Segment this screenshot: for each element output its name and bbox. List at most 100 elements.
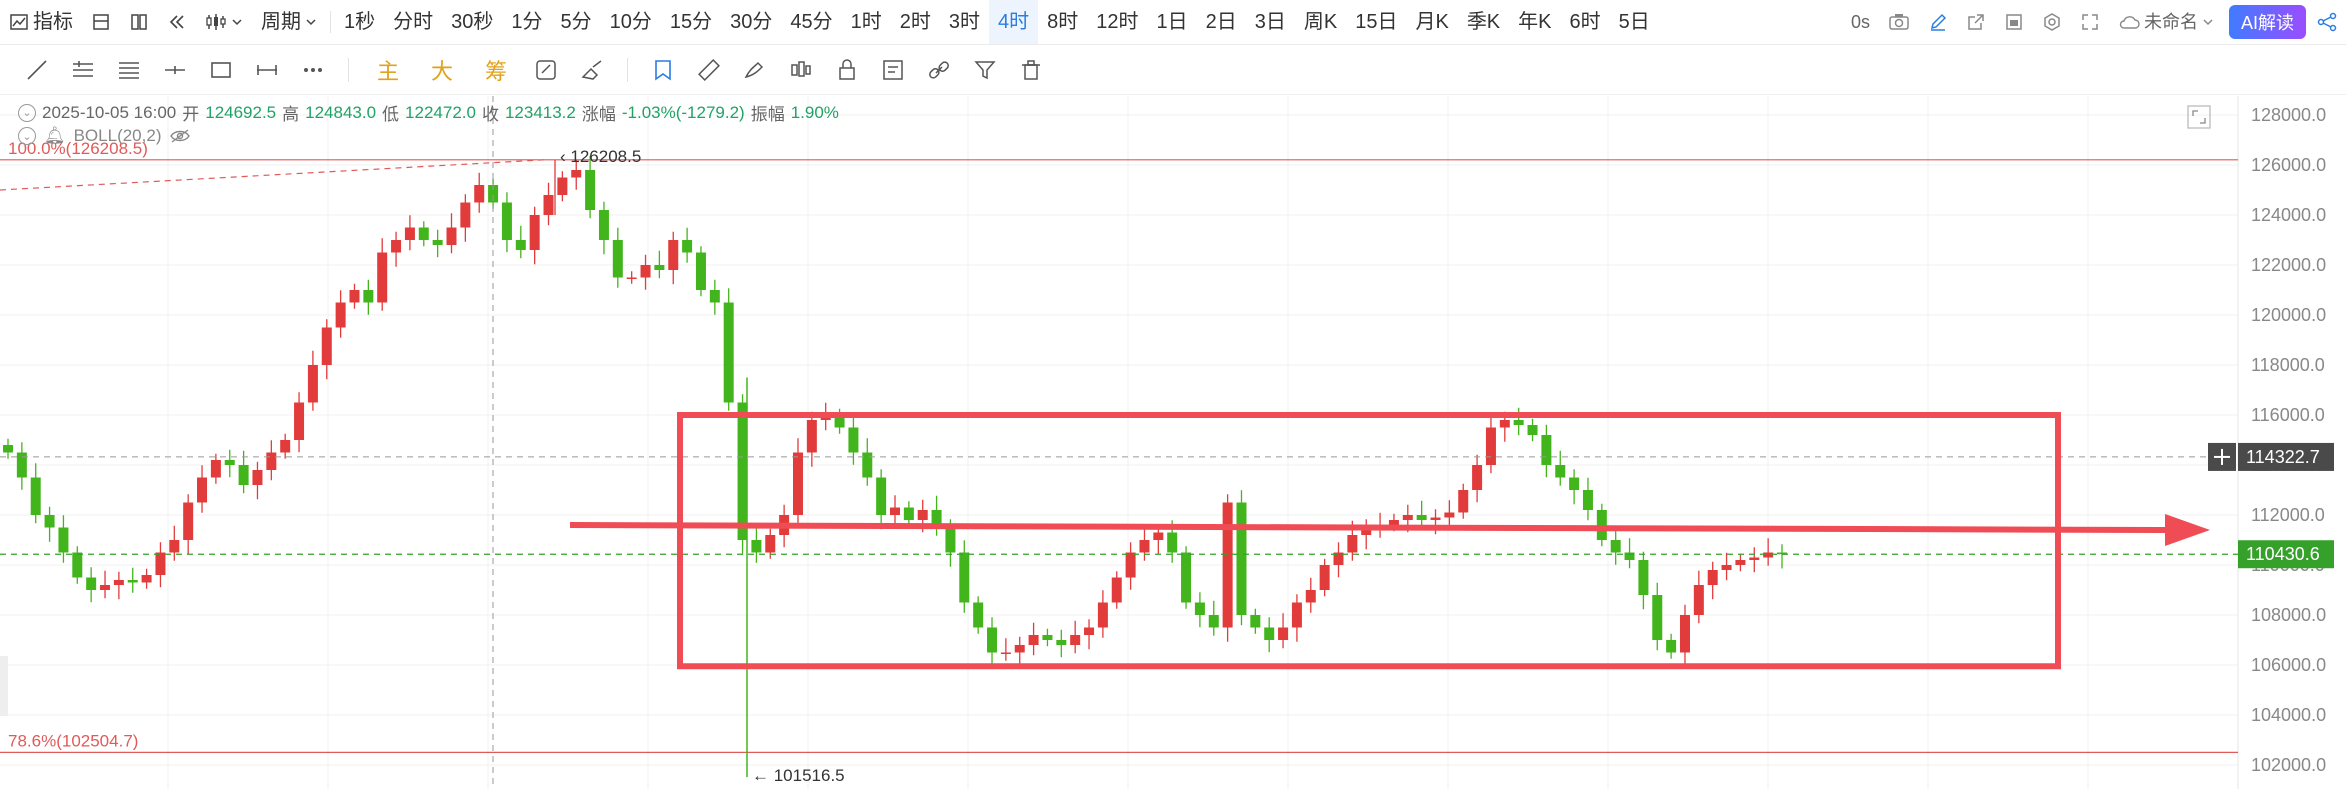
parallel-channel-icon[interactable] bbox=[60, 50, 106, 90]
chart-type-dropdown[interactable] bbox=[196, 0, 252, 44]
period-option[interactable]: 30分 bbox=[730, 11, 773, 33]
fib-lines-icon[interactable] bbox=[106, 50, 152, 90]
big-order-toggle[interactable]: 大 bbox=[430, 58, 453, 84]
candle-body bbox=[917, 510, 928, 520]
period-option[interactable]: 5日 bbox=[1618, 11, 1650, 33]
candle-body bbox=[266, 452, 277, 470]
period-option[interactable]: 1日 bbox=[1156, 11, 1188, 33]
brush-icon[interactable] bbox=[732, 50, 778, 90]
period-option[interactable]: 30秒 bbox=[451, 11, 494, 33]
period-option[interactable]: 15日 bbox=[1355, 11, 1398, 33]
arrow-head bbox=[2165, 514, 2210, 546]
settings-icon[interactable] bbox=[2033, 0, 2071, 44]
candle-body bbox=[141, 575, 152, 583]
candle-body bbox=[30, 477, 41, 515]
candle-body bbox=[931, 510, 942, 528]
candle-body bbox=[224, 460, 235, 465]
low-label: 低 bbox=[382, 105, 400, 124]
period-option[interactable]: 3时 bbox=[948, 11, 980, 33]
candle-body bbox=[1624, 552, 1635, 560]
candle-body bbox=[1444, 512, 1455, 518]
bookmark-icon[interactable] bbox=[640, 50, 686, 90]
layout-name-dropdown[interactable]: 未命名 bbox=[2109, 0, 2223, 44]
rewind-icon[interactable] bbox=[158, 0, 196, 44]
trend-line-icon[interactable] bbox=[14, 50, 60, 90]
period-option[interactable]: 年K bbox=[1518, 11, 1552, 33]
ai-interpret-button[interactable]: AI解读 bbox=[2228, 5, 2306, 39]
period-option[interactable]: 2时 bbox=[899, 11, 931, 33]
period-option[interactable]: 分时 bbox=[393, 11, 434, 33]
pen-icon[interactable] bbox=[1919, 0, 1957, 44]
period-option[interactable]: 季K bbox=[1466, 11, 1501, 33]
crosshair-price-label: 114322.7 bbox=[2246, 447, 2320, 467]
chip-distribution-toggle[interactable]: 筹 bbox=[484, 58, 507, 84]
period-option[interactable]: 1时 bbox=[850, 11, 882, 33]
candle-body bbox=[1430, 517, 1441, 520]
share-icon[interactable] bbox=[2316, 0, 2346, 44]
period-option[interactable]: 3日 bbox=[1254, 11, 1286, 33]
filter-icon[interactable] bbox=[962, 50, 1008, 90]
collapse-icon[interactable]: ⌄ bbox=[18, 103, 36, 122]
measure-icon[interactable] bbox=[244, 50, 290, 90]
eye-hidden-icon[interactable] bbox=[169, 128, 191, 144]
period-option[interactable]: 1分 bbox=[511, 11, 543, 33]
amplitude-label: 振幅 bbox=[750, 105, 785, 124]
price-axis-tick: 102000.0 bbox=[2251, 755, 2326, 775]
candle-body bbox=[349, 290, 360, 303]
candle-body bbox=[765, 535, 776, 553]
period-option[interactable]: 6时 bbox=[1569, 11, 1601, 33]
link-icon[interactable] bbox=[916, 50, 962, 90]
candle-body bbox=[1472, 465, 1483, 490]
period-option[interactable]: 10分 bbox=[609, 11, 652, 33]
ruler-icon[interactable] bbox=[686, 50, 732, 90]
candle-body bbox=[751, 540, 762, 553]
candle-body bbox=[3, 445, 13, 453]
period-option[interactable]: 周K bbox=[1303, 11, 1338, 33]
main-chart-toggle[interactable]: 主 bbox=[376, 58, 399, 84]
candle-body bbox=[1139, 540, 1150, 553]
candle-body bbox=[335, 302, 346, 328]
candle-body bbox=[169, 540, 180, 553]
camera-icon[interactable] bbox=[1879, 0, 1919, 44]
layout-icon[interactable] bbox=[82, 0, 120, 44]
candle-body bbox=[1749, 557, 1760, 560]
collapse-icon[interactable]: ⌄ bbox=[18, 127, 36, 145]
low-price-annotation: ← 101516.5 bbox=[752, 766, 845, 785]
period-option[interactable]: 8时 bbox=[1047, 11, 1079, 33]
period-option[interactable]: 1秒 bbox=[344, 11, 376, 33]
fullscreen-icon[interactable] bbox=[2071, 0, 2109, 44]
candle-body bbox=[1596, 510, 1607, 540]
candle-body bbox=[1388, 520, 1399, 525]
expand-icon bbox=[2200, 118, 2206, 124]
rectangle-icon[interactable] bbox=[198, 50, 244, 90]
period-option[interactable]: 15分 bbox=[669, 11, 713, 33]
bell-icon[interactable]: 🔔︎ bbox=[44, 126, 66, 145]
period-dropdown[interactable]: 周期 bbox=[252, 0, 326, 44]
period-option[interactable]: 4时 bbox=[989, 0, 1039, 44]
export-icon[interactable] bbox=[1957, 0, 1995, 44]
horizontal-line-icon[interactable] bbox=[152, 50, 198, 90]
candle-pattern-icon[interactable] bbox=[778, 50, 824, 90]
eraser-icon[interactable] bbox=[569, 50, 615, 90]
more-icon[interactable] bbox=[290, 50, 336, 90]
indicator-button[interactable]: 指标 bbox=[0, 0, 82, 44]
candle-body bbox=[543, 195, 554, 215]
candle-body bbox=[654, 265, 665, 270]
candle-body bbox=[987, 627, 998, 653]
lock-icon[interactable] bbox=[824, 50, 870, 90]
period-option[interactable]: 5分 bbox=[560, 11, 592, 33]
candle-body bbox=[682, 240, 693, 253]
bar-datetime: 2025-10-05 16:00 bbox=[42, 102, 177, 122]
period-option[interactable]: 12时 bbox=[1096, 11, 1139, 33]
snapshot-icon[interactable] bbox=[1995, 0, 2033, 44]
period-option[interactable]: 2日 bbox=[1205, 11, 1237, 33]
magnet-icon[interactable] bbox=[523, 50, 569, 90]
candle-body bbox=[1499, 420, 1510, 428]
candle-body bbox=[1111, 577, 1122, 603]
price-chart[interactable]: 128000.0 126000.0 124000.0 122000.0 120000.0… bbox=[0, 96, 2346, 789]
period-option[interactable]: 45分 bbox=[790, 11, 833, 33]
trash-icon[interactable] bbox=[1008, 50, 1054, 90]
split-view-icon[interactable] bbox=[120, 0, 158, 44]
period-option[interactable]: 月K bbox=[1415, 11, 1449, 33]
note-icon[interactable] bbox=[870, 50, 916, 90]
